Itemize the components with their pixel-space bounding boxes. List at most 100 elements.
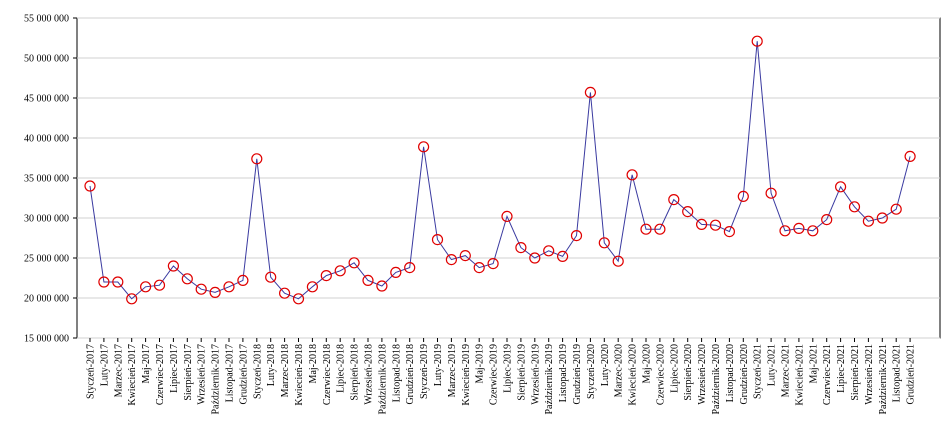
marker: [431, 234, 444, 246]
x-tick-label: Październik-2018: [377, 344, 388, 415]
x-tick-label: Styczeń-2021: [753, 344, 764, 399]
x-tick-label: Kwiecień-2021: [794, 344, 805, 406]
marker: [279, 287, 291, 299]
x-tick-label: Kwiecień-2020: [628, 344, 639, 406]
marker: [501, 210, 513, 222]
x-tick-label: Listopad-2020: [725, 344, 736, 402]
x-tick-label: Luty-2017: [99, 344, 110, 386]
x-tick-label: Wrzesień-2020: [697, 344, 708, 405]
marker: [98, 276, 110, 288]
marker: [834, 181, 847, 193]
y-tick-label: 15 000 000: [24, 334, 69, 345]
marker: [209, 286, 221, 298]
x-tick-label: Grudzień-2020: [739, 344, 750, 405]
marker: [723, 226, 736, 238]
x-tick-label: Listopad-2021: [892, 344, 903, 402]
x-tick-label: Luty-2018: [266, 344, 277, 386]
marker: [459, 250, 471, 262]
marker: [709, 219, 722, 231]
marker: [153, 279, 166, 291]
marker: [181, 273, 193, 285]
x-tick-label: Listopad-2018: [391, 344, 402, 402]
x-tick-label: Marzec-2019: [447, 344, 458, 397]
marker: [543, 245, 555, 257]
marker: [445, 254, 457, 266]
x-tick-label: Lipiec-2020: [669, 344, 680, 393]
x-tick-label: Marzec-2017: [113, 344, 124, 397]
x-tick-label: Październik-2021: [878, 344, 889, 415]
marker: [390, 266, 402, 278]
x-tick-label: Sierpień-2021: [850, 344, 861, 401]
y-tick-label: 35 000 000: [24, 174, 69, 185]
x-tick-label: Październik-2017: [211, 344, 222, 415]
x-tick-label: Czerwiec-2021: [822, 344, 833, 405]
marker: [556, 250, 569, 262]
x-tick-label: Wrzesień-2019: [530, 344, 541, 405]
x-tick-label: Sierpień-2017: [183, 344, 194, 401]
marker: [515, 242, 527, 254]
marker: [237, 274, 249, 286]
x-tick-label: Kwiecień-2017: [127, 344, 138, 406]
marker: [251, 153, 263, 165]
marker: [195, 283, 207, 295]
marker: [584, 86, 597, 99]
x-tick-label: Wrzesień-2017: [197, 344, 208, 405]
marker: [668, 194, 680, 206]
y-tick-label: 25 000 000: [24, 254, 69, 265]
marker: [84, 180, 96, 192]
x-tick-label: Wrzesień-2021: [864, 344, 875, 405]
x-tick-label: Marzec-2021: [781, 344, 792, 397]
x-tick-label: Czerwiec-2018: [322, 344, 333, 405]
x-tick-label: Październik-2019: [544, 344, 555, 415]
marker: [695, 218, 708, 230]
x-tick-label: Maj-2020: [642, 344, 653, 383]
marker: [418, 141, 430, 153]
x-tick-label: Grudzień-2019: [572, 344, 583, 405]
x-tick-label: Kwiecień-2018: [294, 344, 305, 406]
marker: [306, 281, 318, 293]
marker: [223, 281, 235, 293]
y-tick-label: 40 000 000: [24, 134, 69, 145]
marker: [487, 258, 499, 270]
x-tick-label: Czerwiec-2019: [489, 344, 500, 405]
marker: [904, 150, 916, 162]
x-tick-label: Grudzień-2018: [405, 344, 416, 405]
marker: [376, 280, 388, 292]
x-tick-label: Lipiec-2021: [836, 344, 847, 393]
marker: [265, 271, 277, 283]
marker: [807, 225, 819, 237]
x-tick-label: Styczeń-2018: [252, 344, 263, 399]
marker: [334, 265, 346, 277]
y-tick-label: 55 000 000: [24, 14, 69, 25]
marker: [848, 201, 861, 213]
x-tick-label: Wrzesień-2018: [364, 344, 375, 405]
marker: [570, 230, 583, 242]
x-tick-label: Sierpień-2019: [516, 344, 527, 401]
marker: [473, 262, 485, 274]
marker: [529, 252, 541, 264]
marker: [890, 203, 902, 215]
marker: [404, 262, 416, 274]
x-tick-label: Marzec-2018: [280, 344, 291, 397]
marker: [876, 212, 888, 224]
x-tick-label: Luty-2021: [767, 344, 778, 386]
marker: [682, 206, 694, 218]
marker: [612, 255, 624, 267]
x-tick-label: Kwiecień-2019: [461, 344, 472, 406]
marker: [862, 215, 875, 227]
marker: [348, 257, 360, 269]
x-tick-label: Styczeń-2019: [419, 344, 430, 399]
marker: [362, 274, 374, 286]
marker: [112, 276, 124, 288]
x-tick-label: Listopad-2019: [558, 344, 569, 402]
x-tick-label: Czerwiec-2017: [155, 344, 166, 405]
x-tick-label: Lipiec-2018: [336, 344, 347, 393]
x-tick-label: Luty-2019: [433, 344, 444, 386]
marker: [779, 225, 791, 237]
line: [89, 41, 911, 300]
x-tick-label: Styczeń-2020: [586, 344, 597, 399]
x-tick-label: Sierpień-2020: [683, 344, 694, 401]
marker: [737, 190, 749, 202]
x-tick-label: Marzec-2020: [614, 344, 625, 397]
